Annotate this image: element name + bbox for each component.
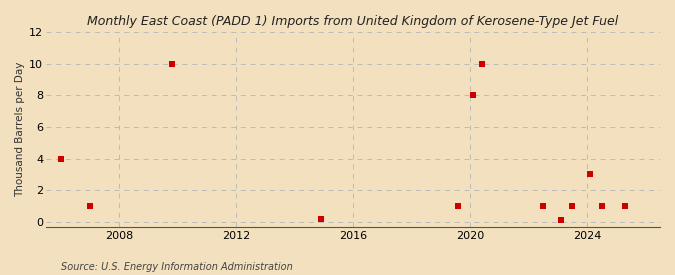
Point: [538, 204, 549, 208]
Point: [315, 217, 326, 222]
Point: [453, 204, 464, 208]
Title: Monthly East Coast (PADD 1) Imports from United Kingdom of Kerosene-Type Jet Fue: Monthly East Coast (PADD 1) Imports from…: [87, 15, 619, 28]
Point: [620, 204, 630, 208]
Text: Source: U.S. Energy Information Administration: Source: U.S. Energy Information Administ…: [61, 262, 292, 272]
Point: [84, 204, 95, 208]
Point: [567, 204, 578, 208]
Point: [55, 156, 66, 161]
Y-axis label: Thousand Barrels per Day: Thousand Barrels per Day: [15, 62, 25, 197]
Point: [468, 93, 479, 97]
Point: [556, 218, 566, 222]
Point: [596, 204, 607, 208]
Point: [585, 172, 595, 177]
Point: [166, 61, 177, 66]
Point: [477, 61, 487, 66]
